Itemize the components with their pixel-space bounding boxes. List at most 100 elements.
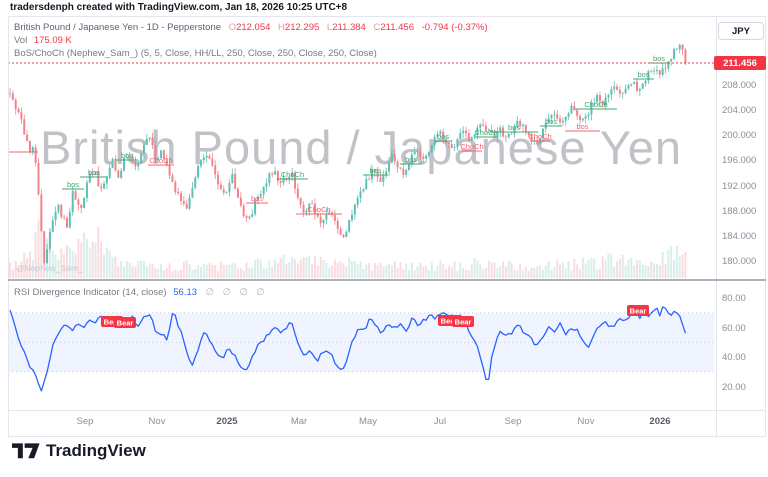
svg-text:bos: bos <box>251 194 263 203</box>
structure-label-bos: bos <box>434 132 452 142</box>
svg-text:ChoCh: ChoCh <box>149 156 172 165</box>
time-axis-tick: 2026 <box>649 416 671 427</box>
currency-toggle-button[interactable]: JPY <box>718 22 764 40</box>
svg-text:bos: bos <box>67 180 79 189</box>
last-price-badge: 211.456 <box>714 56 766 70</box>
time-axis-tick: Jul <box>433 416 447 427</box>
structure-label-bos: bos <box>400 155 422 165</box>
time-axis-tick: Nov <box>577 416 595 427</box>
ohlc-open-key: O <box>228 22 237 33</box>
svg-text:ChoCh: ChoCh <box>460 142 483 151</box>
svg-text:bos: bos <box>88 168 100 177</box>
structure-label-choch: ChoCh <box>528 132 552 142</box>
price-axis-tick: 196.000 <box>722 155 757 167</box>
bear-divergence-badge: Bear <box>114 317 136 328</box>
price-axis-tick: 200.000 <box>722 130 757 142</box>
svg-text:bos: bos <box>545 117 557 126</box>
svg-text:Bear: Bear <box>104 318 121 327</box>
svg-text:ChoCh: ChoCh <box>528 132 551 141</box>
structure-label-choch: ChoCh <box>460 142 484 152</box>
structure-label-bos: bos <box>116 151 138 161</box>
svg-text:Bear: Bear <box>455 318 472 327</box>
price-axis-tick: 188.000 <box>722 205 757 217</box>
volume-legend-row[interactable]: Vol 175.09 K <box>14 35 72 46</box>
structure-label-bos: bos <box>490 123 538 133</box>
tradingview-logo-text: TradingView <box>46 441 146 460</box>
structure-label-choch: ChoCh <box>148 156 174 166</box>
svg-text:ChoCh: ChoCh <box>281 170 304 179</box>
svg-text:bos: bos <box>576 122 588 131</box>
svg-text:Bear: Bear <box>117 319 134 328</box>
bear-divergence-badge: Bear <box>452 316 474 327</box>
price-axis-tick: 180.000 <box>722 256 757 268</box>
structure-label-bos: bos <box>633 70 654 80</box>
rsi-value: 56.13 <box>173 287 198 298</box>
volume-value: 175.09 K <box>33 35 72 46</box>
svg-text:Bear: Bear <box>441 317 458 326</box>
symbol-legend-row[interactable]: British Pound / Japanese Yen - 1D - Pepp… <box>14 22 488 33</box>
volume-label: Vol <box>14 35 28 46</box>
ohlc-close-key: C <box>373 22 381 33</box>
svg-text:bos: bos <box>405 155 417 164</box>
structure-label-choch: ChoCh <box>296 205 342 215</box>
svg-text:bos: bos <box>508 123 520 132</box>
structure-label-bos: bos <box>648 54 670 64</box>
time-axis-tick: Mar <box>290 416 308 427</box>
structure-label-choch: ChoCh <box>575 100 617 110</box>
structure-label-bos: bos <box>363 166 388 176</box>
rsi-axis-tick: 80.00 <box>722 293 746 304</box>
author-watermark: @Nephew_Sam_ <box>16 263 83 273</box>
ohlc-close-value: 211.456 <box>380 22 414 33</box>
ohlc-low-key: L <box>326 22 333 33</box>
structure-label-bos: bos <box>62 180 84 190</box>
structure-label-choch: ChoCh <box>277 170 308 180</box>
rsi-axis-tick: 20.00 <box>722 381 746 393</box>
price-axis-tick: 184.000 <box>722 230 757 242</box>
ohlc-low-value: 211.384 <box>332 22 366 33</box>
svg-text:ChoCh: ChoCh <box>584 100 607 109</box>
bear-divergence-badge: Bear <box>627 305 649 316</box>
time-axis-tick: 2025 <box>216 416 238 427</box>
time-axis-tick: Sep <box>76 416 94 427</box>
candles-layer <box>9 43 687 266</box>
svg-text:bos: bos <box>637 70 649 79</box>
symbol-watermark: British Pound / Japanese Yen <box>39 121 683 174</box>
pane-separator[interactable] <box>8 279 766 281</box>
attribution-text: tradersdenph created with TradingView.co… <box>10 2 348 13</box>
rsi-hidden-values: ∅ ∅ ∅ ∅ <box>205 287 268 298</box>
rsi-axis-tick: 40.00 <box>722 352 746 363</box>
structure-label-bos: bos <box>246 194 268 204</box>
price-axis-tick: 204.000 <box>722 104 757 116</box>
ohlc-high-value: 212.295 <box>284 22 320 33</box>
tradingview-logo-icon <box>12 443 40 459</box>
price-axis-tick: 208.000 <box>722 79 757 91</box>
rsi-indicator-title: RSI Divergence Indicator (14, close) <box>14 287 167 298</box>
svg-text:bos: bos <box>653 54 665 63</box>
svg-text:bos: bos <box>437 132 449 141</box>
time-axis-tick: May <box>359 416 377 427</box>
structure-label-choch: ChoCh <box>474 128 498 138</box>
time-axis-tick: Nov <box>148 416 166 427</box>
svg-text:bos: bos <box>369 166 381 175</box>
svg-text:bos: bos <box>121 151 133 160</box>
ohlc-open-value: 212.054 <box>236 22 271 33</box>
chart-frame <box>8 16 766 437</box>
symbol-title: British Pound / Japanese Yen - 1D - Pepp… <box>14 22 222 33</box>
change-value: -0.794 (-0.37%) <box>421 22 488 33</box>
rsi-legend-row[interactable]: RSI Divergence Indicator (14, close) 56.… <box>14 287 268 298</box>
price-axis-tick: 192.000 <box>722 180 757 192</box>
tradingview-logo[interactable]: TradingView <box>12 441 146 461</box>
structure-label-bos: bos <box>540 117 562 127</box>
time-axis-tick: Sep <box>504 416 522 427</box>
svg-text:Bear: Bear <box>630 307 647 316</box>
ohlc-high-key: H <box>278 22 285 33</box>
structure-label-bos: bos <box>565 122 600 132</box>
structure-label-bos: bos <box>80 168 108 178</box>
svg-text:ChoCh: ChoCh <box>474 128 497 137</box>
time-scale-separator <box>8 410 766 411</box>
rsi-axis-tick: 60.00 <box>722 322 746 334</box>
price-scale-separator <box>716 16 717 437</box>
svg-text:ChoCh: ChoCh <box>307 205 330 214</box>
bos-choch-legend-row[interactable]: BoS/ChoCh (Nephew_Sam_) (5, 5, Close, HH… <box>14 48 377 59</box>
